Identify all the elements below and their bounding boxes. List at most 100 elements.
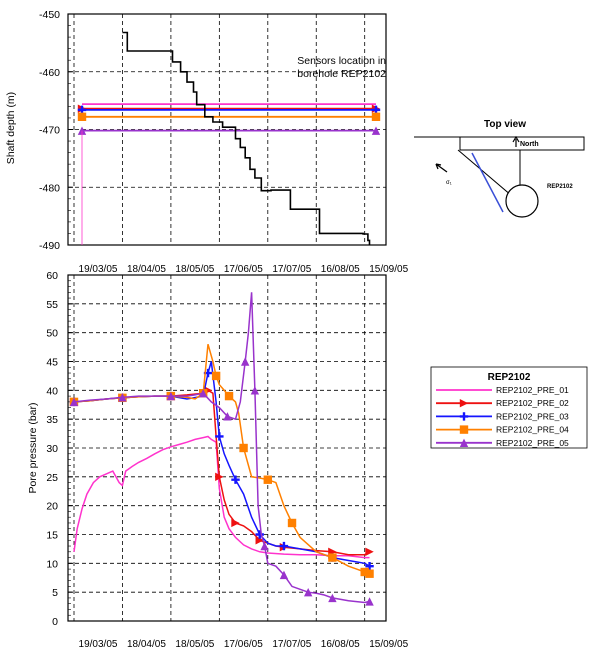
shaft-depth-line [122, 31, 371, 245]
data-point-marker [279, 570, 289, 580]
north-arrow-icon [512, 135, 520, 147]
y-tick-label: 60 [46, 270, 58, 282]
data-point-marker [365, 547, 374, 556]
north-label: North [520, 141, 539, 148]
data-point-marker [231, 518, 240, 528]
sensor-depth-marker [371, 126, 381, 135]
borehole-label: REP2102 [547, 184, 573, 190]
pore-pressure-series-line [73, 389, 370, 556]
data-point-marker [215, 432, 224, 441]
x-tick-label: 15/09/05 [369, 639, 408, 650]
y-tick-label: -490 [39, 240, 60, 252]
x-tick-label: 18/04/05 [127, 264, 166, 275]
data-point-marker [328, 553, 337, 562]
legend-swatch-marker [459, 412, 469, 421]
data-point-marker [365, 569, 374, 578]
y-tick-label: 50 [46, 328, 58, 340]
data-point-marker [69, 397, 79, 407]
data-point-marker [303, 587, 313, 597]
legend-swatch-marker [459, 425, 469, 434]
pore-pressure-plot-frame [67, 274, 387, 622]
data-point-marker [231, 475, 240, 484]
legend-entry-label: REP2102_PRE_05 [496, 438, 569, 448]
y-tick-label: 20 [46, 501, 58, 513]
legend-entries: REP2102_PRE_01 REP2102_PRE_02 REP2102_PRE_… [436, 385, 569, 448]
x-tick-label: 18/04/05 [127, 639, 166, 650]
data-point-marker [263, 475, 272, 484]
data-point-marker [118, 393, 127, 402]
shaft-depth-ticks: -450 -460 -470 -480 -490 19/03/05 18/04/05 18/0… [39, 9, 409, 275]
data-point-marker [287, 518, 297, 528]
pore-pressure-ylabel: Pore pressure (bar) [27, 402, 39, 493]
y-tick-label: 40 [46, 385, 58, 397]
y-tick-label: -470 [39, 125, 60, 137]
y-tick-label: -480 [39, 182, 60, 194]
top-view-title: Top view [484, 119, 526, 130]
x-tick-label: 16/08/05 [321, 264, 360, 275]
data-point-marker [240, 357, 250, 366]
data-point-marker [255, 530, 264, 539]
pore-pressure-ticks: 0 5 10 15 20 25 30 35 40 45 50 55 60 19/03/05 18/04/05… [46, 270, 408, 650]
legend-frame [430, 366, 588, 449]
data-point-marker [223, 412, 232, 421]
pore-pressure-series-line [73, 361, 370, 567]
x-tick-label: 19/03/05 [79, 639, 118, 650]
shaft-walls [457, 149, 521, 197]
data-point-marker [239, 443, 248, 453]
gallery-outline [414, 136, 585, 151]
data-point-marker [360, 567, 369, 577]
legend-entry-label: REP2102_PRE_01 [496, 385, 569, 395]
sensor-depth-marker [77, 112, 87, 121]
legend: REP2102 REP2102_PRE_01REP2102_PRE_02REP2… [430, 366, 588, 449]
stress-label: σ₁ [446, 180, 452, 186]
y-tick-label: 10 [46, 558, 58, 570]
shaft-depth-plot-frame [67, 13, 387, 246]
legend-title: REP2102 [488, 372, 531, 383]
legend-entry-label: REP2102_PRE_04 [496, 425, 569, 435]
shaft-depth-series [77, 31, 381, 245]
data-point-marker [250, 386, 260, 395]
data-point-marker [279, 541, 289, 551]
data-point-marker [365, 597, 374, 606]
shaft-depth-panel: -450 -460 -470 -480 -490 19/03/05 18/04/05 18/0… [5, 9, 409, 275]
pore-pressure-series [69, 292, 374, 606]
legend-entry-label: REP2102_PRE_02 [496, 398, 569, 408]
x-tick-label: 17/06/05 [224, 639, 263, 650]
data-point-marker [215, 472, 224, 482]
y-tick-label: 45 [46, 357, 58, 369]
x-tick-label: 15/09/05 [369, 264, 408, 275]
pore-pressure-series-line [73, 435, 370, 559]
y-tick-label: 5 [52, 587, 58, 599]
data-point-marker [365, 562, 374, 571]
data-point-marker [328, 593, 337, 603]
x-tick-label: 17/07/05 [272, 639, 311, 650]
x-tick-label: 18/05/05 [175, 264, 214, 275]
top-view-diagram: Top view North σ₁ REP2102 [414, 119, 585, 218]
x-tick-label: 18/05/05 [175, 639, 214, 650]
y-tick-label: 15 [46, 530, 58, 542]
borehole-circle [505, 184, 539, 218]
y-tick-label: 55 [46, 299, 58, 311]
data-point-marker [199, 389, 208, 398]
y-tick-label: 35 [46, 414, 58, 426]
pore-pressure-grid [68, 275, 386, 621]
stress-arrow-icon [435, 163, 448, 173]
x-tick-label: 17/07/05 [272, 264, 311, 275]
shaft-depth-ylabel: Shaft depth (m) [5, 92, 17, 164]
data-point-marker [224, 391, 234, 401]
y-tick-label: -460 [39, 67, 60, 79]
data-point-marker [166, 391, 176, 401]
data-point-marker [211, 371, 221, 381]
y-tick-label: 30 [46, 443, 58, 455]
x-tick-label: 16/08/05 [321, 639, 360, 650]
legend-swatch-marker [459, 438, 469, 447]
pore-pressure-series-line [73, 343, 370, 575]
shaft-depth-grid [68, 14, 386, 245]
x-tick-label: 17/06/05 [224, 264, 263, 275]
data-point-marker [255, 536, 264, 545]
y-tick-label: -450 [39, 9, 60, 21]
y-tick-label: 25 [46, 472, 58, 484]
y-tick-label: 0 [52, 616, 58, 628]
pore-pressure-series-line [73, 292, 370, 604]
